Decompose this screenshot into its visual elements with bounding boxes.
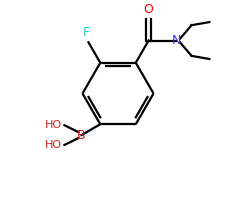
Text: F: F (83, 26, 90, 39)
Text: B: B (77, 129, 86, 142)
Text: HO: HO (45, 120, 62, 130)
Text: HO: HO (45, 140, 62, 150)
Text: O: O (144, 3, 154, 16)
Text: N: N (172, 34, 181, 47)
